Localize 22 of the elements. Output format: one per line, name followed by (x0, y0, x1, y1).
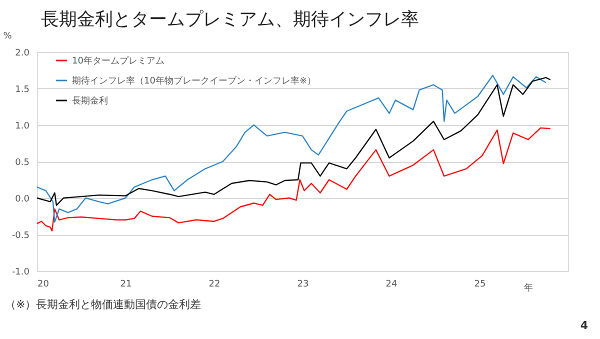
x-axis-title: 年 (524, 282, 534, 294)
y-tick-label: -1.0 (12, 268, 30, 278)
x-tick-label: 25 (474, 280, 486, 290)
legend-label: 期待インフレ率（10年物ブレークイーブン・インフレ率※） (72, 76, 316, 86)
y-tick-label: 0.5 (15, 158, 30, 168)
y-tick-label: 1.5 (15, 85, 30, 95)
x-tick-label: 23 (297, 280, 309, 290)
legend-label: 長期金利 (72, 96, 108, 106)
line-series (36, 127, 551, 232)
text: （※）長期金利と物価連動国債の金利差 (5, 298, 202, 311)
y-tick-label: -0.5 (12, 231, 30, 241)
chart-title: 長期金利とタームプレミアム、期待インフレ率 (41, 9, 419, 30)
x-tick-label: 21 (120, 280, 132, 290)
text: 4 (580, 319, 588, 332)
x-tick-label: 24 (386, 280, 398, 290)
y-tick-label: 2.0 (15, 48, 30, 58)
y-tick-label: 0.0 (15, 194, 30, 204)
y-tick-label: 1.0 (15, 122, 30, 132)
x-tick-label: 20 (38, 280, 50, 290)
y-axis-title: % (3, 32, 12, 42)
legend-label: 10年タームプレミアム (72, 56, 164, 66)
x-tick-label: 22 (208, 280, 220, 290)
